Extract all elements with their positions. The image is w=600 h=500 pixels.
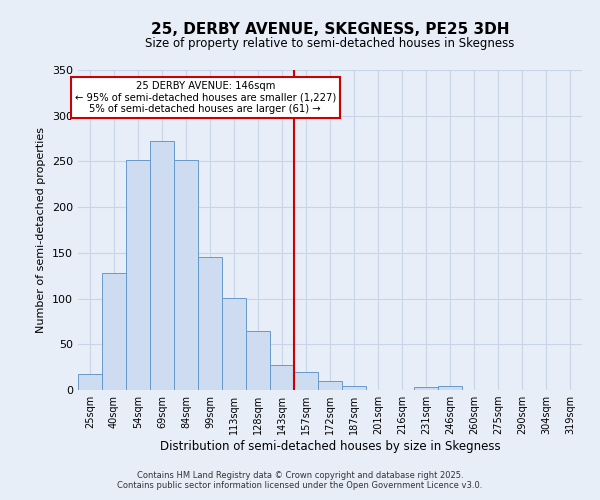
Text: 25 DERBY AVENUE: 146sqm
← 95% of semi-detached houses are smaller (1,227)
5% of : 25 DERBY AVENUE: 146sqm ← 95% of semi-de…	[74, 81, 336, 114]
Bar	[126, 160, 150, 390]
Bar	[150, 142, 174, 390]
Text: Size of property relative to semi-detached houses in Skegness: Size of property relative to semi-detach…	[145, 38, 515, 51]
Y-axis label: Number of semi-detached properties: Number of semi-detached properties	[37, 127, 46, 333]
Bar	[78, 374, 102, 390]
Bar	[438, 386, 462, 390]
Bar	[342, 386, 366, 390]
Bar	[270, 366, 294, 390]
Bar	[414, 388, 438, 390]
X-axis label: Distribution of semi-detached houses by size in Skegness: Distribution of semi-detached houses by …	[160, 440, 500, 453]
Text: 25, DERBY AVENUE, SKEGNESS, PE25 3DH: 25, DERBY AVENUE, SKEGNESS, PE25 3DH	[151, 22, 509, 38]
Bar	[246, 330, 270, 390]
Bar	[318, 381, 342, 390]
Bar	[174, 160, 198, 390]
Bar	[102, 273, 126, 390]
Bar	[198, 258, 222, 390]
Text: Contains HM Land Registry data © Crown copyright and database right 2025.
Contai: Contains HM Land Registry data © Crown c…	[118, 470, 482, 490]
Bar	[222, 298, 246, 390]
Bar	[294, 372, 318, 390]
